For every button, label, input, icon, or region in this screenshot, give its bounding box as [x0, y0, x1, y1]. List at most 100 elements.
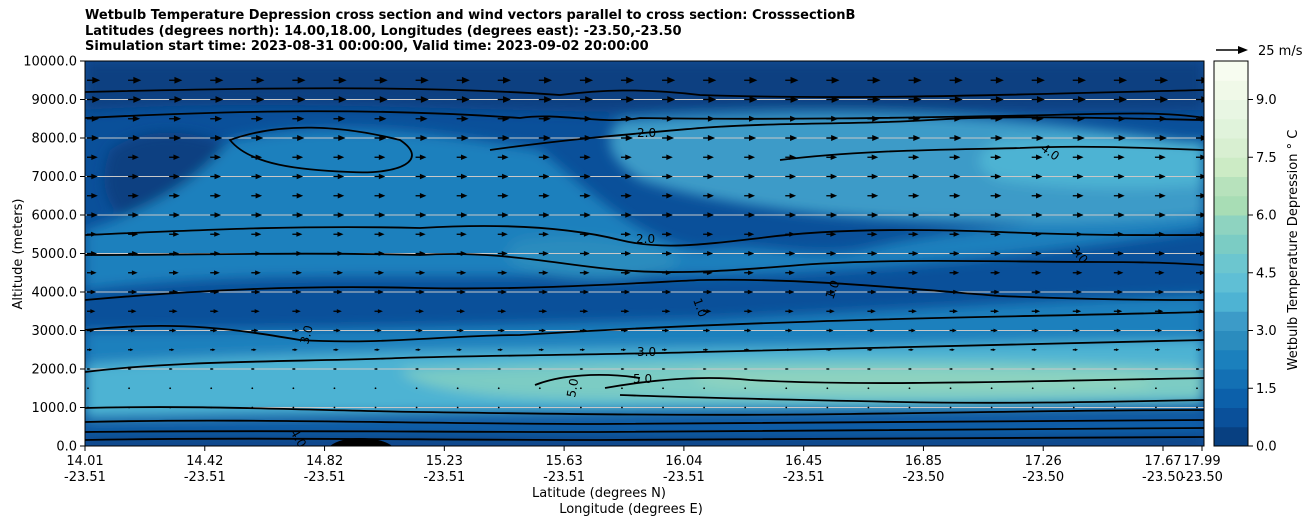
wind-vector	[415, 134, 428, 142]
wind-vector	[1154, 309, 1164, 314]
wind-vector	[87, 250, 98, 257]
wind-vector	[251, 173, 263, 180]
wind-vector	[1113, 96, 1128, 103]
wind-vector	[374, 368, 379, 370]
wind-vector	[1196, 173, 1204, 180]
x-axis-label-lon: Longitude (degrees E)	[559, 502, 703, 517]
wind-vector	[333, 387, 336, 390]
wind-vector	[497, 387, 500, 390]
wind-vector	[128, 406, 130, 409]
x-tick-label-lon: -23.51	[783, 470, 825, 485]
terrain	[330, 438, 392, 446]
contour-lines	[85, 87, 1204, 441]
wind-vector	[1113, 348, 1120, 352]
wind-vector	[867, 231, 878, 237]
wind-vector	[497, 115, 510, 122]
wind-vector	[867, 270, 878, 276]
wind-vector	[538, 134, 551, 142]
wind-vector	[128, 309, 137, 314]
wind-vector	[867, 309, 876, 314]
y-tick-label: 8000.0	[32, 132, 78, 147]
wind-vector	[826, 289, 836, 295]
wind-vector	[210, 328, 218, 333]
wind-vector	[497, 154, 509, 160]
wind-vector	[292, 76, 306, 84]
wind-vector	[169, 328, 177, 333]
wind-vector	[703, 250, 714, 257]
wind-vector	[497, 406, 500, 409]
wind-vector	[538, 173, 550, 180]
colorbar-level	[1214, 349, 1248, 370]
wind-vector	[1154, 231, 1166, 237]
colorbar-level	[1214, 311, 1248, 331]
y-tick-label: 9000.0	[32, 93, 78, 108]
wind-vector	[251, 154, 263, 160]
wind-vector	[867, 96, 881, 103]
wind-vector	[620, 76, 635, 84]
wind-vector	[620, 173, 632, 180]
wind-vector	[456, 250, 467, 257]
colorbar-level	[1214, 253, 1248, 274]
y-tick-label: 10000.0	[23, 55, 77, 70]
wind-vector	[579, 348, 586, 352]
wind-vector	[949, 134, 962, 142]
wind-vector	[1196, 348, 1202, 352]
wind-vector	[1031, 231, 1042, 237]
wind-vector	[949, 387, 952, 390]
wind-vector	[333, 289, 343, 295]
colorbar-level	[1214, 118, 1248, 139]
wind-vector	[703, 96, 717, 103]
wind-vector	[579, 193, 591, 199]
wind-vector	[333, 328, 341, 333]
wind-vector	[87, 328, 95, 333]
wind-vector	[1113, 309, 1123, 314]
wind-vector	[169, 76, 183, 84]
contour-mid-1	[85, 225, 1204, 247]
colorbar-level	[1214, 292, 1248, 312]
x-tick-label-lon: -23.50	[1022, 470, 1064, 485]
wind-vector	[1072, 231, 1083, 237]
wind-vector	[703, 212, 714, 218]
wind-vector	[497, 212, 509, 218]
wind-vector	[210, 212, 222, 218]
wind-vector	[949, 193, 961, 199]
wind-vector	[703, 193, 714, 199]
contour-2-line	[489, 116, 1204, 151]
wind-vector	[497, 134, 510, 142]
wind-vector	[908, 76, 922, 84]
wind-vector	[1113, 173, 1125, 180]
chart-title: Wetbulb Temperature Depression cross sec…	[85, 8, 855, 55]
wind-vector	[292, 289, 302, 295]
contour-lower	[85, 406, 1204, 416]
wind-vector	[662, 173, 673, 180]
wind-vector	[908, 173, 920, 180]
wind-vector	[292, 328, 300, 333]
wind-vector	[785, 309, 794, 314]
wind-vector	[579, 406, 582, 409]
wind-vector	[1072, 212, 1084, 218]
wind-vector	[1113, 115, 1126, 122]
y-tick-label: 1000.0	[32, 401, 78, 416]
wind-vector	[1031, 154, 1043, 160]
wind-vector	[87, 154, 98, 160]
wind-vector	[1154, 134, 1167, 142]
field-lower-mid	[85, 295, 1204, 370]
wind-vector	[1113, 250, 1124, 257]
wind-vector	[415, 154, 427, 160]
wind-vector	[169, 406, 172, 409]
wind-vector	[662, 154, 673, 160]
y-axis-label: Altitude (meters)	[11, 199, 26, 310]
wind-vector	[210, 250, 221, 257]
wind-vector	[826, 115, 839, 122]
wind-vector	[1072, 348, 1079, 352]
wind-vector	[908, 309, 917, 314]
wind-vector	[456, 270, 467, 276]
wind-vector	[785, 154, 797, 160]
wind-vector	[87, 289, 97, 295]
wind-vector	[251, 134, 264, 142]
wind-vector	[456, 368, 461, 370]
wind-vector	[497, 309, 507, 314]
wind-vector	[128, 154, 139, 160]
wind-vector	[1072, 154, 1084, 160]
wind-vector	[867, 115, 880, 122]
